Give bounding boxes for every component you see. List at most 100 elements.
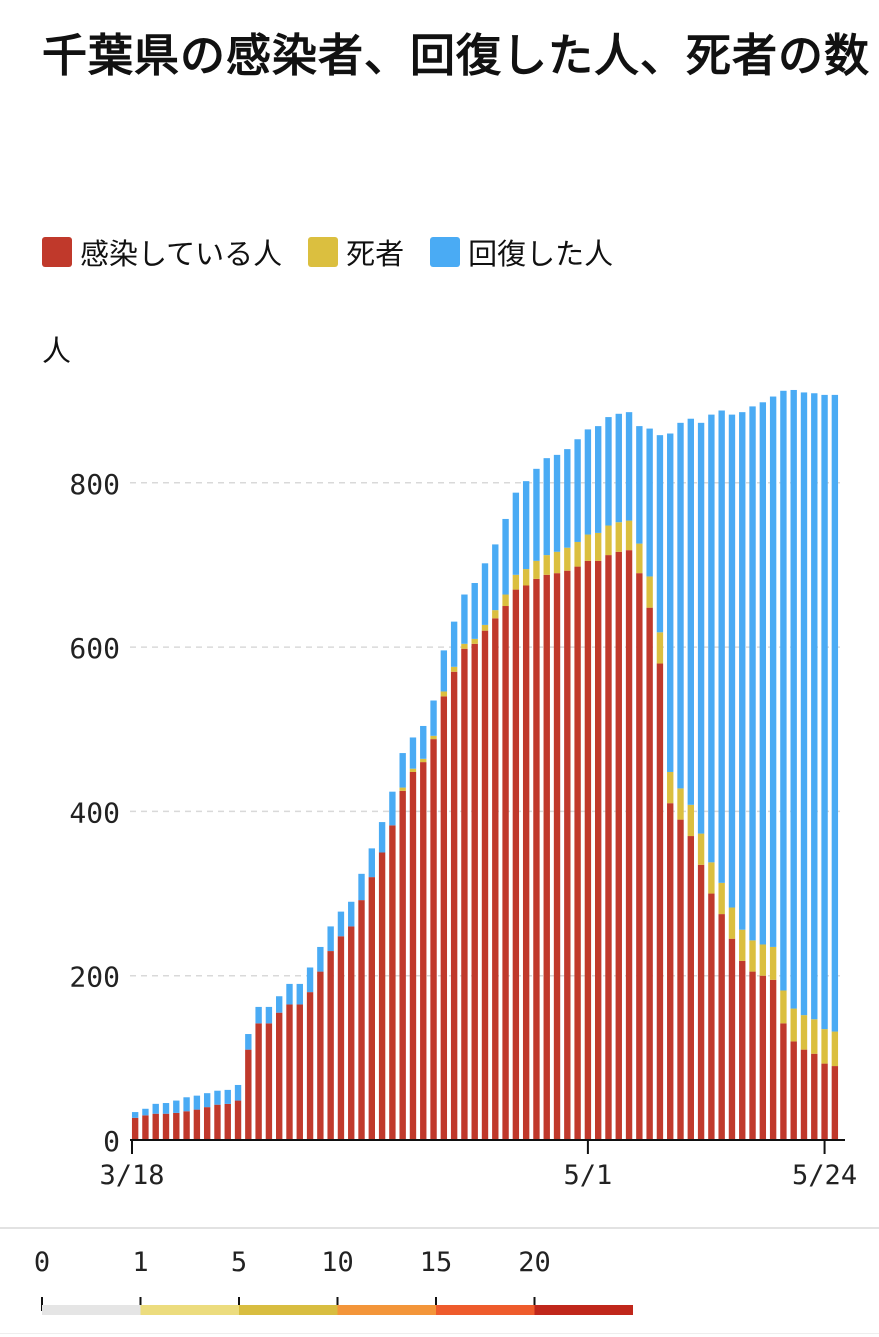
bar-segment-infected [759,975,767,1140]
bar-segment-deaths [708,862,715,894]
bar-segment-recovered [471,583,478,639]
bar-segment-deaths [677,788,684,820]
bar-segment-infected [337,936,345,1140]
bar-segment-infected [636,573,643,1140]
legend-item-recovered: 回復した人 [430,231,613,273]
bar-segment-infected [790,1041,797,1140]
bar-segment-recovered [265,1006,273,1024]
bar-segment-infected [450,671,458,1140]
legend-item-infected: 感染している人 [42,231,282,273]
bar-segment-infected [162,1113,170,1140]
scale-tick-label: 20 [518,1247,551,1278]
bar-segment-recovered [306,967,314,993]
bar-segment-recovered [255,1006,262,1024]
bar-segment-recovered [296,983,303,1005]
bar-segment-recovered [337,911,345,937]
bar-segment-infected [255,1023,262,1140]
scale-color-segment [337,1305,436,1315]
bar-segment-deaths [646,576,653,608]
bar-segment-infected [378,852,386,1140]
bar-segment-deaths [636,543,643,574]
bar-segment-recovered [512,492,520,575]
x-tick-label: 5/1 [564,1160,613,1191]
bar-segment-infected [142,1115,149,1140]
scale-tick-label: 5 [231,1247,247,1278]
bar-segment-recovered [286,983,293,1005]
bar-segment-recovered [214,1090,221,1105]
bar-segment-infected [739,960,746,1140]
bar-segment-infected [502,606,509,1140]
legend-swatch-deaths [308,237,339,267]
bar-segment-recovered [368,848,375,878]
bar-segment-recovered [790,389,797,1009]
bar-segment-infected [728,938,736,1140]
bar-segment-infected [543,574,550,1140]
y-tick-label: 800 [69,468,120,501]
bar-segment-deaths [749,940,756,972]
legend-item-deaths: 死者 [308,231,404,273]
scale-tick-label: 10 [321,1247,354,1278]
bar-segment-deaths [697,833,705,865]
bar-segment-recovered [317,946,324,972]
chart-title: 千葉県の感染者、回復した人、死者の数 [42,29,871,82]
legend-label-deaths: 死者 [346,237,405,271]
bar-segment-infected [584,560,592,1140]
bar-segment-deaths [481,624,489,631]
bar-segment-recovered [543,458,550,556]
bar-segment-infected [708,893,715,1140]
bar-segment-infected [687,836,694,1140]
bar-segment-infected [306,992,314,1140]
bar-segment-infected [440,696,448,1140]
bar-segment-recovered [759,402,767,945]
bar-segment-recovered [131,1112,139,1118]
bar-segment-infected [749,971,756,1140]
bar-segment-deaths [461,643,468,649]
bar-segment-recovered [769,396,777,947]
bar-segment-infected [595,560,602,1140]
bar-segment-deaths [625,520,633,551]
y-tick-label: 400 [69,796,120,829]
bar-segment-deaths [399,787,406,791]
bar-segment-infected [286,1004,293,1140]
bar-segment-recovered [481,563,489,625]
bottom-divider [0,1333,879,1334]
bar-segment-infected [173,1112,180,1140]
bar-segment-infected [368,877,375,1140]
bar-segment-deaths [440,691,448,697]
bar-segment-deaths [667,771,674,804]
bar-segment-deaths [595,532,602,561]
bar-segment-infected [265,1023,273,1140]
y-tick-label: 600 [69,632,120,665]
bar-segment-recovered [821,394,828,1030]
bar-segment-deaths [430,735,437,740]
bar-segment-recovered [450,621,458,667]
bar-segment-infected [389,825,396,1140]
bar-segment-deaths [656,632,664,664]
bar-segment-recovered [656,435,664,633]
scale-color-segment [239,1305,338,1315]
bar-segment-infected [492,618,499,1140]
bar-segment-recovered [697,422,705,834]
bar-segment-recovered [399,753,406,788]
bar-segment-recovered [739,412,746,930]
bar-segment-infected [193,1109,201,1140]
bar-segment-infected [677,819,684,1140]
bar-segment-deaths [728,907,736,939]
bar-segment-recovered [348,901,355,927]
bar-segment-deaths [800,1015,808,1050]
scale-color-segment [140,1305,239,1315]
bar-segment-infected [131,1117,139,1140]
bar-segment-infected [317,971,324,1140]
bar-segment-recovered [625,412,633,521]
bar-segment-deaths [574,541,581,567]
bar-segment-infected [327,951,334,1140]
bar-segment-infected [152,1113,159,1140]
bar-segment-infected [512,589,520,1140]
bar-segment-infected [718,914,725,1140]
bar-segment-recovered [193,1095,201,1110]
bar-segment-recovered [183,1097,190,1112]
bar-segment-recovered [389,791,396,826]
scale-color-segment [436,1305,535,1315]
bar-segment-recovered [502,518,509,595]
bar-segment-recovered [378,822,386,853]
